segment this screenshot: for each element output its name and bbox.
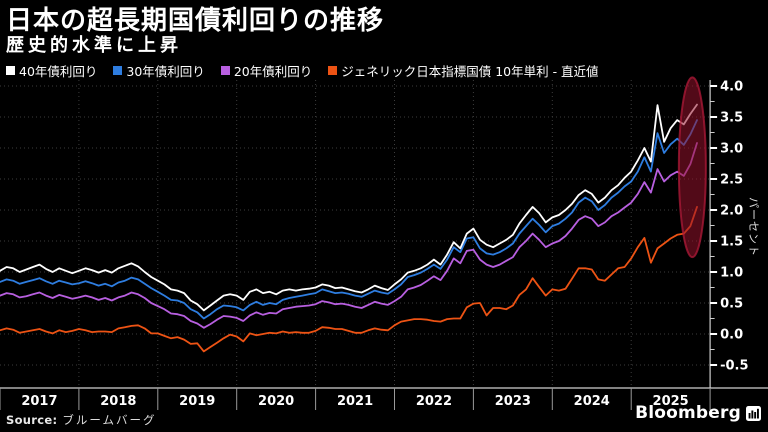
line-ジェネリック日本指標国債 10年単利 - 直近値 [0, 205, 698, 353]
legend-swatch-30y-icon [113, 66, 123, 75]
x-tick-label: 2022 [416, 394, 452, 409]
source-note: Source: ブルームバーグ [6, 412, 157, 428]
legend-label-30y: 30年債利回り [126, 64, 205, 79]
y-tick-label: 1.5 [720, 235, 743, 250]
line-40年債利回り [0, 103, 698, 312]
x-tick-label: 2018 [100, 394, 136, 409]
legend-item-30y: 30年債利回り [113, 61, 205, 80]
highlight-ellipse [677, 76, 707, 259]
line-30年債利回り [0, 119, 698, 320]
y-tick-label: 3.0 [720, 142, 743, 157]
bloomberg-logo-icon [746, 405, 761, 421]
y-tick-label: 4.0 [720, 80, 743, 95]
legend-swatch-10y-icon [328, 66, 338, 75]
chart-title: 日本の超長期国債利回りの推移 [6, 6, 385, 36]
y-tick-label: 0.0 [720, 328, 743, 343]
y-tick-label: 1.0 [720, 266, 743, 281]
y-tick-label: 0.5 [720, 297, 743, 312]
y-axis-title: パーセント [747, 197, 760, 257]
x-tick-label: 2019 [179, 394, 215, 409]
legend-item-20y: 20年債利回り [220, 61, 313, 80]
line-20年債利回り [0, 142, 698, 329]
x-tick-label: 2024 [574, 394, 610, 409]
legend-swatch-20y-icon [220, 66, 230, 75]
x-tick-label: 2020 [258, 394, 294, 409]
y-tick-label: 2.5 [720, 173, 743, 188]
legend-label-10y: ジェネリック日本指標国債 10年単利 - 直近値 [341, 64, 599, 79]
x-tick-label: 2021 [337, 394, 373, 409]
chart-subtitle: 歴史的水準に上昇 [6, 35, 182, 56]
legend-item-10y: ジェネリック日本指標国債 10年単利 - 直近値 [328, 61, 599, 80]
x-tick-label: 2023 [495, 394, 531, 409]
legend-swatch-40y-icon [6, 66, 15, 75]
y-tick-label: -0.5 [720, 359, 748, 374]
legend-item-40y: 40年債利回り [6, 61, 97, 80]
bloomberg-brand: Bloomberg [635, 403, 761, 423]
source-value: ブルームバーグ [62, 413, 157, 427]
x-tick-label: 2017 [21, 394, 57, 409]
y-tick-label: 2.0 [720, 204, 743, 219]
legend: 40年債利回り 30年債利回り 20年債利回り ジェネリック日本指標国債 10年… [6, 61, 599, 80]
legend-label-20y: 20年債利回り [233, 64, 313, 79]
legend-label-40y: 40年債利回り [19, 64, 98, 79]
yield-line-chart: 2017 2018 2019 2020 2021 2022 2023 2024 20254.03… [0, 76, 768, 410]
source-label: Source: [6, 413, 58, 427]
bloomberg-wordmark: Bloomberg [635, 403, 741, 423]
y-tick-label: 3.5 [720, 111, 743, 126]
